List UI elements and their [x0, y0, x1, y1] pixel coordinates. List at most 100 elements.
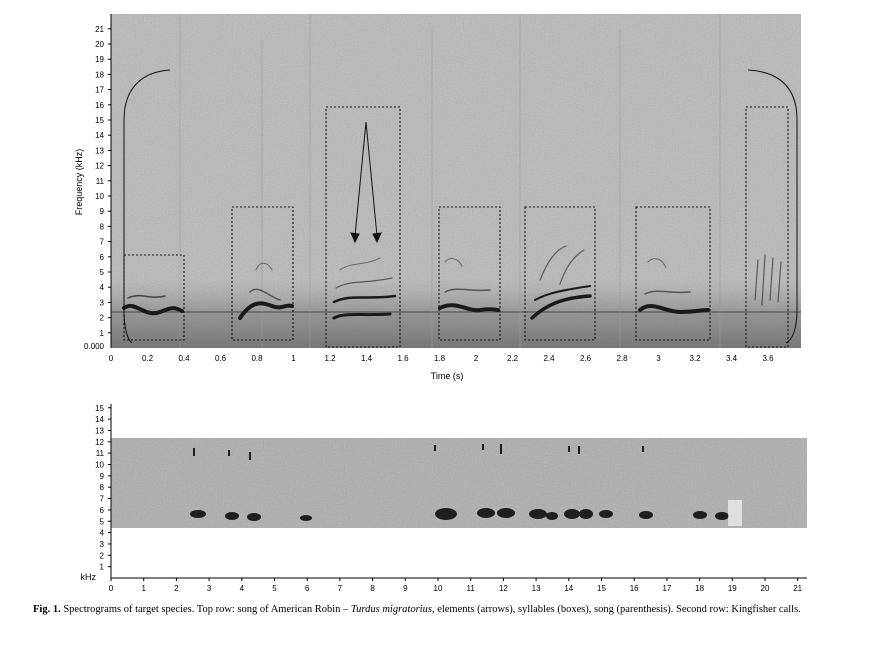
syllable-box-6 [635, 206, 711, 341]
caption-lead: Fig. 1. [33, 604, 61, 615]
top-x-tick-label: 2.6 [580, 354, 592, 363]
top-y-tick-label: 11 [96, 177, 105, 186]
low-frequency-band [111, 280, 801, 348]
top-y-tick-label: 12 [95, 162, 104, 171]
bottom-x-tick-label: 2 [174, 584, 179, 593]
bottom-x-ticks: 0 1 2 3 4 5 6 7 8 9 10 11 12 13 14 15 16 17 18 19 20 21 [109, 578, 803, 593]
bottom-x-tick-label: 8 [370, 584, 375, 593]
bottom-x-tick-label: 20 [761, 584, 770, 593]
syllable-box-3 [325, 106, 401, 348]
bottom-y-tick-label: 4 [100, 529, 105, 538]
bottom-x-tick-label: 18 [695, 584, 704, 593]
bottom-x-tick-label: 19 [728, 584, 737, 593]
top-y-tick-label: 19 [95, 55, 104, 64]
top-y-tick-label: 14 [95, 131, 104, 140]
bottom-x-tick-label: 10 [434, 584, 443, 593]
bottom-y-tick-label: 8 [100, 483, 105, 492]
top-y-tick-label: 17 [95, 86, 104, 95]
bottom-y-tick-label: 1 [100, 563, 105, 572]
bottom-x-tick-label: 0 [109, 584, 114, 593]
bottom-x-tick-label: 16 [630, 584, 639, 593]
caption-text-1: Spectrograms of target species. Top row:… [60, 604, 351, 615]
top-x-tick-label: 2.2 [507, 354, 519, 363]
bottom-x-tick-label: 12 [499, 584, 508, 593]
top-y-tick-label: 15 [95, 116, 104, 125]
bottom-x-tick-label: 11 [467, 584, 476, 593]
figure-caption: Fig. 1. Spectrograms of target species. … [33, 603, 863, 616]
bottom-y-tick-label: 14 [95, 415, 104, 424]
top-y-tick-label: 2 [100, 314, 105, 323]
bottom-y-axis-label: kHz [81, 572, 97, 582]
bottom-x-tick-label: 15 [597, 584, 606, 593]
top-x-tick-label: 1.8 [434, 354, 446, 363]
top-y-tick-label: 1 [100, 329, 105, 338]
top-y-tick-label: 21 [95, 25, 104, 34]
top-x-tick-label: 0.6 [215, 354, 227, 363]
top-y-tick-label: 4 [100, 283, 105, 292]
bottom-y-tick-label: 6 [100, 506, 105, 515]
top-y-tick-label: 3 [100, 298, 105, 307]
bottom-x-tick-label: 17 [662, 584, 671, 593]
caption-text-2: , elements (arrows), syllables (boxes), … [431, 604, 801, 615]
top-y-tick-label: 8 [100, 222, 105, 231]
bottom-y-tick-label: 3 [100, 540, 105, 549]
bottom-x-tick-label: 3 [207, 584, 212, 593]
top-x-tick-label: 1 [291, 354, 296, 363]
top-y-tick-label: 18 [95, 70, 104, 79]
syllable-box-4 [438, 206, 501, 341]
bottom-y-tick-label: 11 [96, 449, 105, 458]
top-x-tick-label: 0.4 [178, 354, 190, 363]
top-x-tick-label: 2.4 [543, 354, 555, 363]
top-x-tick-label: 3.4 [726, 354, 738, 363]
top-y-tick-label: 10 [95, 192, 104, 201]
top-x-tick-label: 3 [656, 354, 661, 363]
robin-syllables [122, 245, 782, 320]
bottom-x-tick-label: 5 [272, 584, 277, 593]
bottom-y-tick-label: 13 [95, 426, 104, 435]
syllable-boxes [123, 106, 789, 348]
bottom-x-tick-label: 13 [532, 584, 541, 593]
bottom-x-tick-label: 4 [240, 584, 245, 593]
kingfisher-calls [190, 444, 729, 521]
bottom-x-tick-label: 6 [305, 584, 310, 593]
bottom-x-tick-label: 9 [403, 584, 408, 593]
top-x-tick-label: 0 [109, 354, 114, 363]
top-x-tick-label: 2.8 [616, 354, 628, 363]
top-y-tick-label: 7 [100, 238, 105, 247]
top-x-ticks: 0 0.2 0.4 0.6 0.8 1 1.2 1.4 1.6 1.8 2 2.2 2.4 2.6 2.8 3… [109, 354, 774, 363]
bottom-x-tick-label: 7 [338, 584, 343, 593]
top-x-tick-label: 1.6 [397, 354, 409, 363]
top-x-tick-label: 3.6 [762, 354, 774, 363]
top-x-axis-label: Time (s) [431, 371, 464, 381]
top-y-tick-label: 9 [100, 207, 105, 216]
song-parenthesis [123, 69, 798, 344]
top-y-tick-label: 5 [100, 268, 105, 277]
top-y-tick-label: 20 [95, 40, 104, 49]
syllable-box-1 [123, 254, 185, 341]
bottom-y-tick-label: 10 [95, 461, 104, 470]
bottom-y-tick-label: 2 [100, 551, 105, 560]
caption-species-name: Turdus migratorius [350, 604, 432, 615]
top-y-tick-label: 6 [100, 253, 105, 262]
top-y-axis-label: Frequency (kHz) [74, 149, 84, 216]
top-x-tick-label: 3.2 [689, 354, 701, 363]
bottom-x-tick-label: 14 [564, 584, 573, 593]
bottom-y-tick-label: 15 [95, 404, 104, 413]
top-x-tick-label: 2 [474, 354, 479, 363]
top-y-tick-label: 13 [95, 146, 104, 155]
bottom-x-tick-label: 21 [793, 584, 802, 593]
top-y-tick-label: 16 [95, 101, 104, 110]
element-arrows [350, 121, 382, 244]
syllable-box-7 [745, 106, 789, 348]
top-x-tick-label: 0.2 [142, 354, 154, 363]
bottom-y-tick-label: 5 [100, 517, 105, 526]
bottom-y-tick-label: 12 [95, 438, 104, 447]
bottom-y-tick-label: 9 [100, 472, 105, 481]
syllable-box-2 [231, 206, 294, 341]
top-x-tick-label: 1.2 [324, 354, 336, 363]
syllable-box-5 [524, 206, 596, 341]
